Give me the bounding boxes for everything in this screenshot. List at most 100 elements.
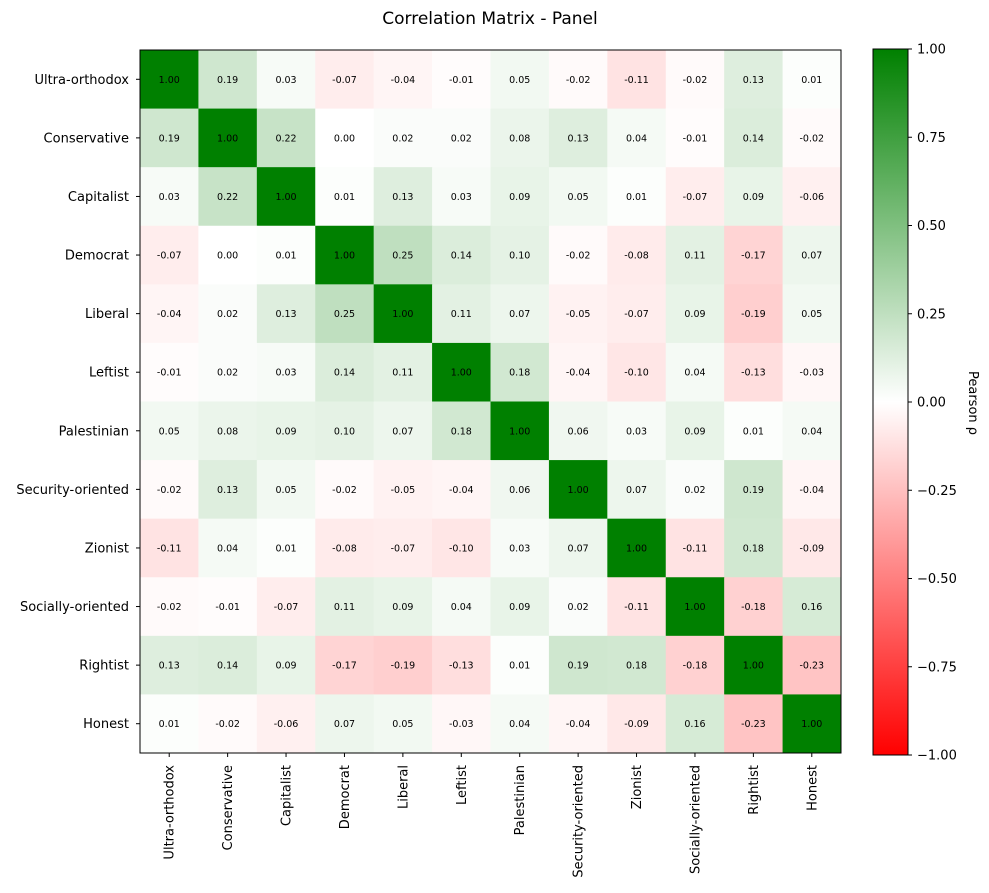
x-tick-label: Ultra-orthodox [163, 765, 178, 860]
heatmap-cell [198, 635, 258, 695]
heatmap-cell-value: -0.06 [799, 192, 824, 203]
y-tick-label: Security-oriented [16, 483, 129, 498]
heatmap-cell-value: 0.18 [626, 661, 647, 672]
x-tick-label: Conservative [221, 765, 236, 850]
heatmap-cell [490, 342, 550, 402]
heatmap-cell [140, 108, 199, 168]
heatmap-cell [198, 694, 258, 754]
heatmap-cell [432, 284, 491, 344]
heatmap-cell-value: 0.11 [392, 368, 413, 379]
heatmap-cell-value: 0.14 [743, 133, 764, 144]
heatmap-cell-value: 0.19 [217, 75, 238, 86]
heatmap-cell [315, 518, 375, 578]
heatmap-cell-value: 0.05 [801, 309, 822, 320]
heatmap-cell-value: 0.22 [275, 133, 296, 144]
heatmap-cell [198, 167, 258, 227]
heatmap-cell [432, 50, 491, 110]
heatmap-cell [548, 518, 608, 578]
heatmap-cell-value: -0.03 [449, 719, 474, 730]
heatmap-cell-value: 0.04 [801, 426, 822, 437]
heatmap-cell-value: -0.04 [799, 485, 824, 496]
heatmap-cell [548, 635, 608, 695]
heatmap-cell [490, 635, 550, 695]
heatmap-cell [315, 401, 375, 461]
heatmap-cell-value: -0.07 [332, 75, 357, 86]
heatmap-cell [490, 577, 550, 637]
heatmap-cell-value: -0.17 [332, 661, 357, 672]
heatmap-cell [782, 694, 842, 754]
heatmap-cell [490, 225, 550, 285]
heatmap-cell [256, 694, 316, 754]
heatmap-cell [782, 635, 842, 695]
heatmap-cell-value: -0.02 [566, 75, 591, 86]
heatmap-cell [373, 108, 433, 168]
heatmap-cell-value: -0.02 [683, 75, 708, 86]
heatmap-cell [665, 342, 725, 402]
heatmap-cell [782, 108, 842, 168]
heatmap-cell-value: -0.04 [449, 485, 474, 496]
heatmap-cell-value: -0.18 [741, 602, 766, 613]
heatmap-cell-value: 1.00 [684, 602, 705, 613]
heatmap-cell-value: 0.13 [275, 309, 296, 320]
heatmap-cell [140, 50, 199, 110]
x-tick-label: Socially-oriented [688, 765, 703, 874]
heatmap-cell-value: 0.09 [509, 192, 530, 203]
y-tick-label: Ultra-orthodox [34, 73, 129, 88]
heatmap-cell [724, 284, 784, 344]
heatmap-cell [140, 518, 199, 578]
heatmap-cell [782, 460, 842, 520]
heatmap-cell-value: 0.10 [509, 251, 530, 262]
heatmap-cell-value: 0.01 [509, 661, 530, 672]
heatmap-cell [140, 694, 199, 754]
heatmap-cell-value: -0.11 [683, 543, 708, 554]
colorbar-ticks: 1.00 0.75 0.50 0.25 0.00 −0.25 −0.50 −0.75 −1.00 [908, 43, 957, 764]
heatmap-cell [432, 108, 491, 168]
heatmap-cell-value: -0.13 [741, 368, 766, 379]
heatmap-cell-value: 1.00 [626, 543, 647, 554]
heatmap-cell-value: 0.07 [334, 719, 355, 730]
heatmap-cell-value: -0.19 [391, 661, 416, 672]
heatmap-cell-value: 0.00 [334, 133, 355, 144]
heatmap-cell-value: 0.09 [275, 426, 296, 437]
heatmap-cell [724, 460, 784, 520]
heatmap-cell [373, 694, 433, 754]
y-tick-label: Conservative [44, 131, 129, 146]
heatmap-cell [665, 225, 725, 285]
heatmap-cell [315, 635, 375, 695]
heatmap-cell [256, 108, 316, 168]
heatmap-cell [724, 577, 784, 637]
heatmap-cell [140, 225, 199, 285]
heatmap-cell-value: 0.05 [392, 719, 413, 730]
y-tick-label: Zionist [85, 541, 129, 556]
heatmap-cell-value: 0.25 [334, 309, 355, 320]
heatmap-cell-value: -0.04 [566, 719, 591, 730]
heatmap-cell [373, 342, 433, 402]
heatmap-cell-value: 0.09 [392, 602, 413, 613]
heatmap-cell [782, 50, 842, 110]
colorbar-tick-label: 0.25 [917, 307, 946, 322]
y-tick-label: Socially-oriented [20, 600, 129, 615]
heatmap-cell [665, 518, 725, 578]
heatmap-cell [140, 401, 199, 461]
heatmap-cell-value: -0.11 [157, 543, 182, 554]
x-tick-label: Democrat [338, 765, 353, 829]
heatmap-cell [315, 108, 375, 168]
heatmap-cell [373, 577, 433, 637]
heatmap-cell [724, 50, 784, 110]
heatmap-cell-value: -0.01 [449, 75, 474, 86]
heatmap-cell-value: 1.00 [801, 719, 822, 730]
heatmap-cell-value: -0.08 [624, 251, 649, 262]
heatmap-cell [198, 460, 258, 520]
heatmap-cell [665, 635, 725, 695]
heatmap-cell-value: 0.13 [159, 661, 180, 672]
heatmap-cell [432, 694, 491, 754]
heatmap-cell [724, 108, 784, 168]
heatmap-cell-value: -0.08 [332, 543, 357, 554]
heatmap-cell [432, 577, 491, 637]
heatmap-cell [198, 284, 258, 344]
heatmap-cell-value: 0.02 [684, 485, 705, 496]
heatmap-cell [315, 342, 375, 402]
heatmap-cell [140, 635, 199, 695]
heatmap-cell-value: 0.10 [334, 426, 355, 437]
heatmap-cell-value: 0.14 [217, 661, 238, 672]
